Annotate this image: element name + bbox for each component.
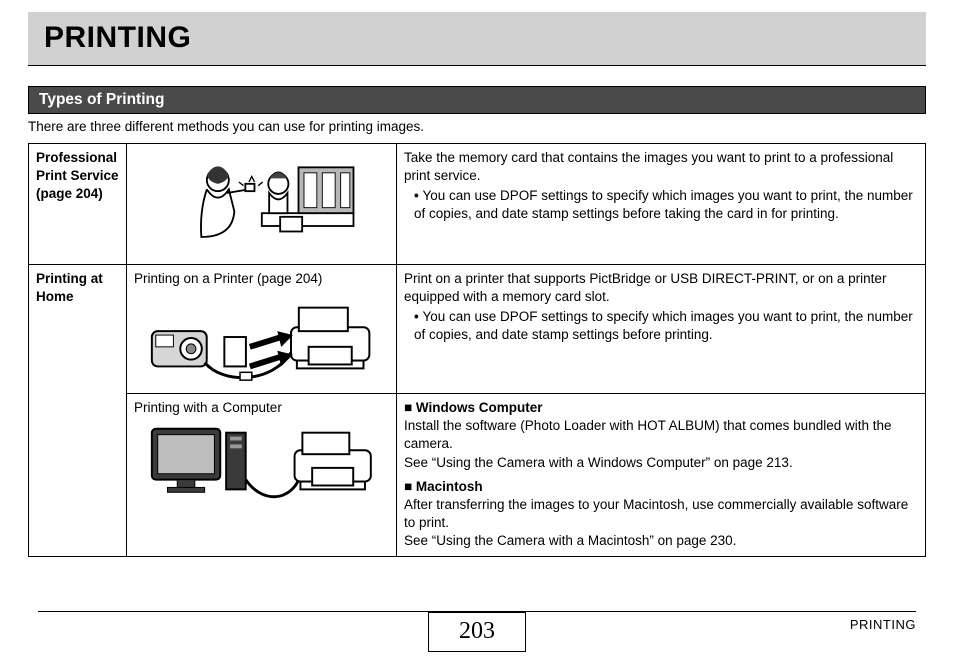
- mac-heading: Macintosh: [404, 478, 918, 496]
- desc-lead: Take the memory card that contains the i…: [404, 149, 918, 185]
- row-label: Professional Print Service (page 204): [29, 143, 127, 264]
- page-title: PRINTING: [44, 18, 910, 59]
- row-illustration: [127, 143, 397, 264]
- row-illustration: Printing on a Printer (page 204): [127, 264, 397, 393]
- row-label: Printing at Home: [29, 264, 127, 556]
- mac-see: See “Using the Camera with a Macintosh” …: [404, 532, 918, 550]
- row-description: Windows Computer Install the software (P…: [397, 393, 926, 556]
- computer-to-printer-icon: [144, 419, 379, 507]
- camera-to-printer-icon: [144, 290, 379, 388]
- row-description: Print on a printer that supports PictBri…: [397, 264, 926, 393]
- table-row: Printing with a Computer: [29, 393, 926, 556]
- illustration-caption: Printing on a Printer (page 204): [134, 270, 389, 288]
- footer-section-label: PRINTING: [850, 616, 916, 634]
- table-row: Professional Print Service (page 204): [29, 143, 926, 264]
- windows-heading: Windows Computer: [404, 399, 918, 417]
- print-service-icon: [161, 149, 363, 259]
- illustration-caption: Printing with a Computer: [134, 399, 389, 417]
- windows-text: Install the software (Photo Loader with …: [404, 417, 918, 453]
- windows-see: See “Using the Camera with a Windows Com…: [404, 454, 918, 472]
- row-description: Take the memory card that contains the i…: [397, 143, 926, 264]
- mac-text: After transferring the images to your Ma…: [404, 496, 918, 532]
- section-heading: Types of Printing: [28, 86, 926, 115]
- printing-types-table: Professional Print Service (page 204): [28, 143, 926, 557]
- desc-bullet: You can use DPOF settings to specify whi…: [414, 188, 913, 221]
- section-intro: There are three different methods you ca…: [28, 118, 926, 136]
- page-body: PRINTING Types of Printing There are thr…: [0, 12, 954, 557]
- table-row: Printing at Home Printing on a Printer (…: [29, 264, 926, 393]
- row-illustration: Printing with a Computer: [127, 393, 397, 556]
- page-title-bar: PRINTING: [28, 12, 926, 66]
- desc-lead: Print on a printer that supports PictBri…: [404, 270, 918, 306]
- desc-bullet: You can use DPOF settings to specify whi…: [414, 309, 913, 342]
